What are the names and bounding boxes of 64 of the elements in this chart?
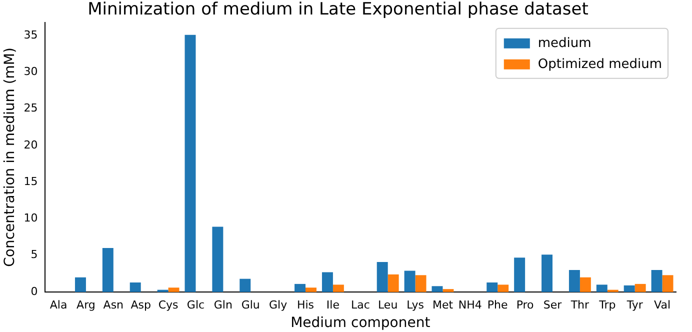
x-tick-label: Thr — [570, 298, 590, 312]
x-tick-label: Gly — [269, 298, 288, 312]
legend-label: Optimized medium — [538, 56, 662, 72]
y-tick-label: 0 — [30, 284, 38, 298]
bar — [651, 270, 662, 292]
bar — [294, 284, 306, 292]
x-tick-label: Lys — [406, 298, 424, 312]
x-tick-label: Ser — [543, 298, 562, 312]
x-tick-label: Phe — [487, 298, 508, 312]
bar — [662, 275, 674, 292]
x-tick-label: Gln — [214, 298, 232, 312]
bar — [624, 285, 635, 292]
bar — [184, 34, 196, 292]
bar — [634, 284, 646, 292]
bar — [442, 289, 454, 292]
y-tick-label: 10 — [24, 212, 38, 225]
x-tick-label: Leu — [378, 298, 398, 312]
x-axis-title: Medium component — [290, 315, 431, 332]
bar — [542, 254, 553, 292]
bar — [376, 262, 388, 292]
x-tick-label: Asp — [130, 298, 151, 312]
bar — [388, 274, 399, 292]
bar — [168, 288, 180, 292]
x-tick-label: Lac — [350, 298, 370, 312]
x-tick-label: Met — [432, 298, 454, 312]
y-tick-label: 30 — [24, 65, 38, 78]
x-tick-label: Tyr — [626, 298, 644, 312]
bar — [306, 288, 316, 292]
legend-label: medium — [538, 36, 592, 51]
x-tick-label: NH4 — [458, 298, 482, 312]
y-axis-title: Concentration in medium (mM) — [2, 48, 18, 267]
x-tick-label: His — [296, 298, 314, 312]
y-tick-label: 20 — [24, 138, 38, 152]
bar — [596, 284, 608, 292]
y-tick-label: 5 — [30, 248, 38, 262]
x-tick-label: Ala — [50, 298, 68, 312]
chart-title: Minimization of medium in Late Exponential phase dataset — [88, 0, 589, 20]
bar — [580, 277, 591, 292]
bar — [486, 282, 498, 292]
x-tick-label: Ile — [326, 298, 340, 312]
bar — [240, 278, 251, 292]
x-tick-label: Val — [654, 298, 671, 312]
bar — [74, 277, 86, 292]
bar — [332, 284, 344, 292]
x-tick-label: Cys — [158, 298, 179, 312]
bar — [432, 286, 443, 292]
bar — [130, 282, 141, 292]
x-tick-label: Glu — [241, 298, 260, 312]
bar — [568, 270, 580, 292]
x-tick-label: Trp — [598, 298, 616, 312]
bar — [102, 248, 114, 292]
x-tick-label: Glc — [186, 298, 205, 312]
y-tick-label: 35 — [24, 28, 38, 42]
bar — [404, 270, 416, 292]
bar — [415, 275, 426, 292]
x-tick-label: Asn — [103, 298, 124, 312]
bar — [498, 284, 509, 292]
y-tick-label: 25 — [24, 102, 38, 115]
x-tick-label: Pro — [516, 298, 534, 312]
bar — [514, 258, 526, 292]
bar — [212, 226, 224, 292]
bar — [322, 272, 333, 292]
y-tick-label: 15 — [24, 174, 38, 188]
x-tick-label: Arg — [76, 298, 96, 312]
